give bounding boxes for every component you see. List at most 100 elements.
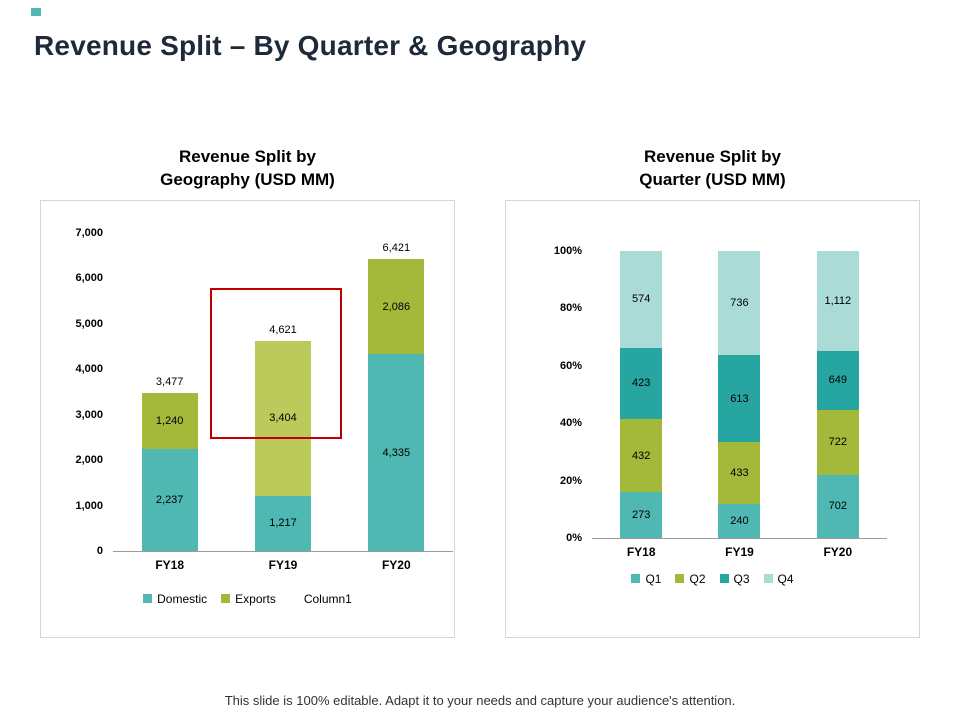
y-tick-label: 0 — [96, 545, 103, 557]
legend-swatch — [221, 594, 231, 604]
y-tick-label: 3,000 — [75, 408, 103, 421]
y-tick-label: 20% — [559, 474, 582, 487]
segment-q3-fy18: 423 — [620, 347, 663, 420]
total-label-fy19: 4,621 — [269, 324, 297, 337]
segment-exports-fy19: 3,404 — [254, 341, 311, 496]
total-label-fy20: 6,421 — [382, 242, 411, 255]
y-tick-label: 1,000 — [75, 499, 103, 512]
legend-item-q1: Q1 — [631, 572, 661, 586]
data-label: 1,217 — [269, 517, 297, 530]
accent-square — [31, 8, 41, 16]
data-label: 702 — [828, 500, 847, 513]
segment-q2-fy20: 722 — [816, 409, 859, 475]
segment-q1-fy19: 240 — [718, 503, 761, 538]
legend-swatch — [763, 574, 773, 584]
segment-domestic-fy18: 2,237 — [141, 449, 198, 551]
legend-item-q2: Q2 — [675, 571, 706, 586]
segment-q2-fy19: 433 — [718, 442, 761, 504]
stacked-bar-fy18: 273 432 423 574 — [620, 251, 663, 538]
y-axis: 100% 80% 60% 40% 20% 0% — [526, 245, 582, 544]
y-tick-label: 5,000 — [75, 317, 103, 330]
legend-label: Q1 — [645, 571, 662, 586]
y-tick-label: 2,000 — [75, 454, 103, 467]
legend-item-q4: Q4 — [763, 572, 794, 586]
data-label: 736 — [730, 297, 749, 310]
legend: Domestic Exports Column1 — [41, 591, 454, 606]
data-label: 240 — [730, 514, 749, 527]
data-label: 722 — [828, 436, 847, 449]
segment-q3-fy20: 649 — [816, 351, 859, 410]
y-tick-label: 80% — [559, 302, 582, 315]
y-tick-label: 7,000 — [75, 227, 103, 239]
legend-item-domestic: Domestic — [143, 592, 207, 606]
bar-column-fy20: 702 722 649 1,112 — [789, 251, 887, 538]
y-tick-label: 40% — [559, 417, 582, 430]
legend: Q1 Q2 Q3 Q4 — [506, 571, 919, 586]
legend-label: Exports — [235, 591, 276, 606]
y-tick-label: 60% — [559, 359, 582, 372]
legend-item-q3: Q3 — [719, 571, 750, 586]
segment-q1-fy18: 273 — [620, 491, 663, 538]
stacked-bar-fy19: 240 433 613 736 — [718, 251, 761, 538]
legend-label: Domestic — [157, 591, 208, 606]
quarter-chart-panel: 100% 80% 60% 40% 20% 0% 273 432 423 574 240 433 613… — [505, 200, 920, 638]
data-label: 2,237 — [155, 494, 184, 507]
data-label: 2,086 — [382, 300, 411, 313]
segment-domestic-fy19: 1,217 — [254, 495, 311, 551]
data-label: 574 — [631, 293, 651, 306]
x-axis: FY18 FY19 FY20 — [113, 558, 453, 572]
stacked-bar-fy19: 1,217 3,404 4,621 — [254, 233, 311, 551]
data-label: 432 — [631, 449, 651, 462]
quarter-chart-title: Revenue Split by Quarter (USD MM) — [505, 145, 920, 192]
legend-swatch — [675, 574, 685, 584]
y-tick-label: 4,000 — [75, 363, 103, 376]
chart-title-line: Geography (USD MM) — [160, 170, 335, 189]
data-label: 613 — [730, 392, 749, 405]
legend-label: Q3 — [733, 571, 750, 586]
footer-note: This slide is 100% editable. Adapt it to… — [224, 693, 736, 708]
plot-area: 273 432 423 574 240 433 613 736 702 722 649 1,112 — [592, 251, 887, 539]
legend-swatch — [719, 574, 729, 584]
category-label-fy18: FY18 — [155, 558, 184, 572]
chart-title-line: Quarter (USD MM) — [639, 170, 786, 189]
category-label-fy19: FY19 — [725, 545, 754, 559]
legend-swatch — [289, 594, 299, 604]
data-label: 4,335 — [382, 446, 411, 459]
segment-q4-fy18: 574 — [620, 251, 663, 348]
chart-title-line: Revenue Split by — [179, 147, 316, 166]
data-label: 1,112 — [824, 295, 852, 308]
y-tick-label: 0% — [566, 532, 582, 544]
bar-column-fy19: 240 433 613 736 — [690, 251, 788, 538]
legend-item-exports: Exports — [221, 592, 276, 606]
segment-exports-fy18: 1,240 — [141, 393, 198, 450]
stacked-bar-fy18: 2,237 1,240 3,477 — [141, 233, 198, 551]
segment-q4-fy20: 1,112 — [816, 251, 859, 352]
geography-chart-block: Revenue Split by Geography (USD MM) 7,00… — [40, 145, 455, 638]
segment-q3-fy19: 613 — [718, 355, 761, 443]
segment-q1-fy20: 702 — [816, 474, 859, 538]
legend-swatch — [143, 594, 153, 604]
category-label-fy20: FY20 — [381, 558, 411, 572]
data-label: 649 — [828, 374, 847, 387]
category-label-fy19: FY19 — [268, 558, 298, 572]
plot-area: 2,237 1,240 3,477 1,217 3,404 4,621 4,335 2,086… — [113, 233, 453, 552]
bar-column-fy18: 2,237 1,240 3,477 — [113, 233, 226, 551]
y-tick-label: 100% — [553, 245, 582, 257]
legend-label: Q2 — [689, 571, 706, 586]
stacked-bar-fy20: 702 722 649 1,112 — [816, 251, 859, 538]
legend-swatch — [631, 574, 641, 584]
slide-title: Revenue Split – By Quarter & Geography — [34, 30, 587, 61]
y-axis: 7,000 6,000 5,000 4,000 3,000 2,000 1,000 0 — [47, 227, 103, 557]
geography-chart-title: Revenue Split by Geography (USD MM) — [40, 145, 455, 192]
bar-column-fy19: 1,217 3,404 4,621 — [226, 233, 339, 551]
chart-title-line: Revenue Split by — [644, 147, 781, 166]
data-label: 1,240 — [155, 415, 184, 428]
segment-q2-fy18: 432 — [620, 419, 663, 492]
segment-q4-fy19: 736 — [718, 251, 761, 356]
data-label: 433 — [730, 467, 749, 480]
geography-chart-panel: 7,000 6,000 5,000 4,000 3,000 2,000 1,000 0 2,2… — [40, 200, 455, 638]
total-label-fy18: 3,477 — [155, 376, 184, 389]
data-label: 423 — [631, 377, 651, 390]
segment-exports-fy20: 2,086 — [368, 259, 425, 355]
